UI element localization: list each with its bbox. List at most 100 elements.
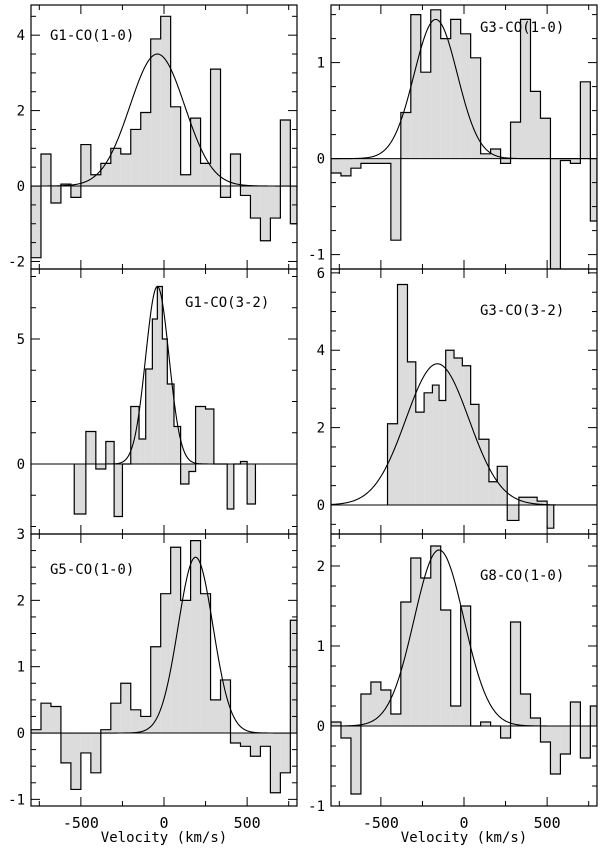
spectrum-histogram <box>386 283 555 529</box>
spectrum-bin <box>340 158 351 176</box>
spectrum-bin <box>340 726 351 738</box>
spectrum-bin <box>250 733 261 757</box>
spectrum-bin <box>167 384 174 464</box>
spectrum-bin <box>180 174 191 187</box>
spectrum-bin <box>180 464 189 484</box>
x-tick-label: 500 <box>234 814 261 832</box>
spectrum-bin <box>100 163 111 187</box>
y-tick-label: 0 <box>317 152 325 168</box>
spectrum-bin <box>500 726 511 738</box>
spectrum-bin <box>173 426 181 464</box>
spectrum-bin <box>280 733 291 773</box>
spectrum-bin <box>114 464 123 517</box>
spectrum-bin <box>410 558 421 726</box>
y-tick-label: 1 <box>317 639 325 655</box>
spectrum-bin <box>240 461 248 464</box>
spectrum-bin <box>74 464 86 514</box>
spectrum-bin <box>290 620 297 734</box>
spectrum-bin <box>540 726 551 742</box>
spectrum-bin <box>120 153 131 187</box>
spectrum-bin <box>157 286 163 464</box>
spectrum-bin <box>60 733 71 763</box>
y-tick-label: -1 <box>308 799 325 815</box>
spectrum-bin <box>415 412 425 505</box>
spectrum-bin <box>530 718 541 726</box>
spectrum-bin <box>160 16 171 187</box>
panel-1: -2 0 2 4 G1-CO(1-0) <box>8 4 298 270</box>
y-tick-label: 4 <box>317 343 325 359</box>
spectrum-bin <box>85 431 96 464</box>
spectrum-bin <box>350 726 361 794</box>
spectrum-bin <box>110 703 121 734</box>
spectrum-bin <box>190 118 201 187</box>
spectrum-bin <box>220 679 231 734</box>
spectrum-bin <box>250 186 261 219</box>
panel-title: G1-CO(3-2) <box>185 295 269 311</box>
spectrum-bin <box>480 153 491 159</box>
spectrum-bin <box>139 439 146 464</box>
y-tick-label: 1 <box>317 56 325 72</box>
spectrum-bin <box>140 112 151 187</box>
spectrum-bin <box>90 174 101 187</box>
y-tick-label: -2 <box>8 254 25 270</box>
spectrum-bin <box>162 339 168 464</box>
spectrum-bin <box>230 153 241 187</box>
gaussian-fit-curve <box>31 285 297 465</box>
spectrum-bin <box>110 148 121 187</box>
spectrum-bin <box>440 38 451 159</box>
spectrum-bin <box>270 186 281 219</box>
spectrum-bin <box>570 158 581 164</box>
spectrum-bin <box>520 694 531 726</box>
x-tick-label: 500 <box>534 814 561 832</box>
spectrum-bin <box>420 72 431 159</box>
gaussian-fit-curve <box>31 53 297 187</box>
panel-5: -1 0 1 2 3 -500 0 500 G5-CO(1-0) <box>8 527 298 832</box>
spectrum-bin <box>370 158 381 164</box>
spectrum-bin <box>520 19 531 159</box>
y-tick-label: 2 <box>317 559 325 575</box>
y-tick-label: 2 <box>17 104 25 120</box>
spectrum-bin <box>190 540 201 734</box>
plot-area <box>31 15 297 259</box>
spectrum-bin <box>390 714 401 726</box>
spectrum-bin <box>420 578 431 726</box>
spectrum-bin <box>450 706 461 726</box>
spectrum-bin <box>105 441 115 464</box>
spectrum-bin <box>510 622 521 726</box>
spectrum-bin <box>210 699 221 734</box>
spectrum-bin <box>390 158 401 241</box>
spectrum-bin <box>440 610 451 726</box>
spectrum-bin <box>570 702 581 726</box>
spectrum-bin <box>50 706 61 734</box>
spectrum-bin <box>40 153 51 187</box>
spectrum-bin <box>480 722 491 726</box>
spectrum-bin <box>90 733 101 773</box>
spectrum-bin <box>470 404 479 505</box>
spectrum-bin <box>331 158 341 173</box>
spectrum-bin <box>130 129 141 187</box>
spectrum-bin <box>430 546 441 726</box>
spectrum-bin <box>70 186 81 198</box>
panel-4: 0 2 4 6 G3-CO(3-2) <box>317 266 598 535</box>
spectrum-bin <box>439 400 446 505</box>
x-tick-label: -500 <box>63 814 99 832</box>
spectrum-bin <box>360 694 371 726</box>
spectrum-bin <box>70 733 81 790</box>
spectrum-bin <box>150 38 161 187</box>
spectrum-bin <box>424 392 433 505</box>
spectrum-bin <box>387 423 398 505</box>
spectrum-bin <box>220 186 231 198</box>
spectrum-bin <box>40 703 51 734</box>
spectrum-bin <box>260 733 271 747</box>
spectrum-bin <box>460 33 471 159</box>
y-tick-label: 3 <box>17 527 25 543</box>
spectrum-bin <box>280 120 291 187</box>
spectrum-bin <box>205 409 214 464</box>
spectrum-bin <box>180 600 191 734</box>
spectrum-bin <box>470 57 481 159</box>
spectrum-bin <box>397 284 408 505</box>
spectrum-bin <box>170 106 181 187</box>
spectrum-bin <box>432 385 440 505</box>
spectrum-bin <box>560 726 571 754</box>
spectrum-bin <box>550 158 561 269</box>
